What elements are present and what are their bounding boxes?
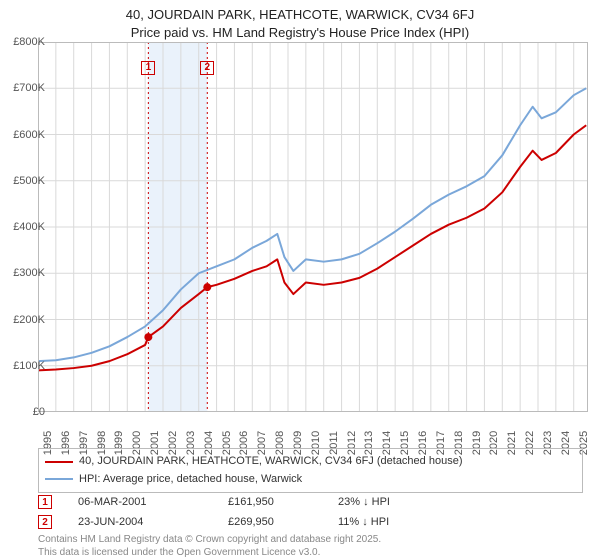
y-tick-label: £0 bbox=[3, 406, 45, 418]
sale-marker-2: 2 bbox=[38, 515, 52, 529]
y-tick-label: £100K bbox=[3, 360, 45, 372]
attribution: Contains HM Land Registry data © Crown c… bbox=[38, 534, 583, 559]
attribution-line-2: This data is licensed under the Open Gov… bbox=[38, 547, 583, 560]
sale-marker-on-chart: 2 bbox=[200, 61, 214, 75]
legend-row: 40, JOURDAIN PARK, HEATHCOTE, WARWICK, C… bbox=[45, 453, 576, 471]
sale-marker-1: 1 bbox=[38, 495, 52, 509]
sale-pct-vs-hpi: 23% ↓ HPI bbox=[338, 496, 458, 508]
table-row: 2 23-JUN-2004 £269,950 11% ↓ HPI bbox=[38, 512, 583, 532]
table-row: 1 06-MAR-2001 £161,950 23% ↓ HPI bbox=[38, 492, 583, 512]
chart-plot-area: 12 bbox=[38, 42, 588, 412]
sale-price: £161,950 bbox=[228, 496, 338, 508]
sale-price: £269,950 bbox=[228, 516, 338, 528]
legend-swatch-property bbox=[45, 461, 73, 463]
sale-date: 23-JUN-2004 bbox=[78, 516, 228, 528]
title-line-1: 40, JOURDAIN PARK, HEATHCOTE, WARWICK, C… bbox=[0, 6, 600, 24]
sales-table: 1 06-MAR-2001 £161,950 23% ↓ HPI 2 23-JU… bbox=[38, 492, 583, 532]
y-tick-label: £200K bbox=[3, 314, 45, 326]
legend: 40, JOURDAIN PARK, HEATHCOTE, WARWICK, C… bbox=[38, 448, 583, 493]
y-tick-label: £700K bbox=[3, 82, 45, 94]
y-tick-label: £800K bbox=[3, 36, 45, 48]
attribution-line-1: Contains HM Land Registry data © Crown c… bbox=[38, 534, 583, 547]
legend-row: HPI: Average price, detached house, Warw… bbox=[45, 471, 576, 489]
legend-swatch-hpi bbox=[45, 478, 73, 480]
sale-marker-on-chart: 1 bbox=[141, 61, 155, 75]
y-tick-label: £500K bbox=[3, 175, 45, 187]
y-tick-label: £400K bbox=[3, 221, 45, 233]
chart-title: 40, JOURDAIN PARK, HEATHCOTE, WARWICK, C… bbox=[0, 0, 600, 41]
legend-label: 40, JOURDAIN PARK, HEATHCOTE, WARWICK, C… bbox=[79, 453, 462, 471]
y-tick-label: £600K bbox=[3, 129, 45, 141]
chart-svg bbox=[38, 42, 588, 412]
y-tick-label: £300K bbox=[3, 267, 45, 279]
title-line-2: Price paid vs. HM Land Registry's House … bbox=[0, 24, 600, 42]
legend-label: HPI: Average price, detached house, Warw… bbox=[79, 471, 302, 489]
sale-date: 06-MAR-2001 bbox=[78, 496, 228, 508]
sale-pct-vs-hpi: 11% ↓ HPI bbox=[338, 516, 458, 528]
